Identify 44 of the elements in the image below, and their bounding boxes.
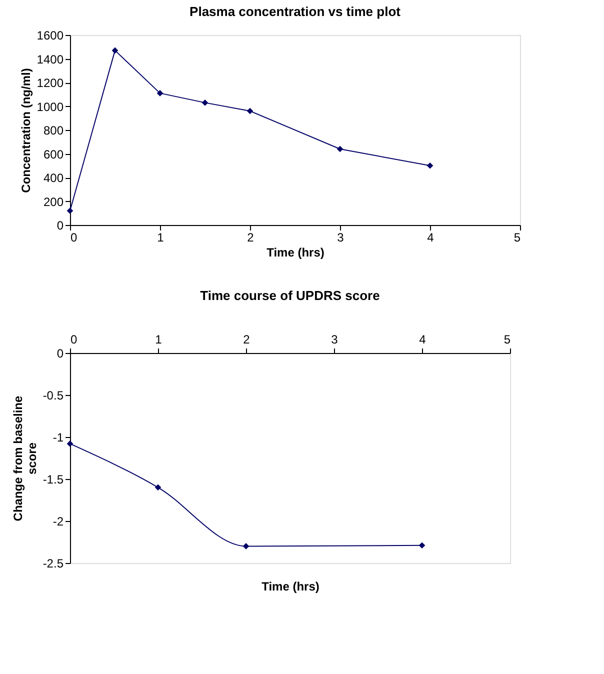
point — [154, 484, 162, 491]
x-axis-title: Time (hrs) — [266, 246, 324, 260]
x-tick-label: 3 — [337, 230, 344, 244]
y-tick-label: -2.5 — [42, 556, 64, 570]
y-tick-label: 400 — [43, 171, 64, 185]
x-axis-title: Time (hrs) — [262, 580, 320, 594]
point — [66, 208, 74, 214]
point — [242, 543, 250, 550]
y-axis-title: Concentration (ng/ml) — [18, 68, 33, 193]
point — [246, 108, 254, 114]
x-tick-label: 2 — [243, 332, 250, 346]
y-tick-label: 0 — [56, 346, 64, 360]
point — [336, 146, 344, 152]
point — [202, 100, 208, 106]
x-tick-label: 1 — [157, 230, 164, 244]
y-tick-label: 1400 — [36, 52, 64, 66]
point — [418, 542, 426, 549]
x-tick-label: 5 — [514, 230, 521, 244]
point — [426, 162, 434, 169]
y-axis-title: Change from baseline score — [10, 396, 39, 522]
x-tick-label: 5 — [504, 332, 511, 346]
y-tick-label: 200 — [43, 194, 64, 209]
x-tick-label: 2 — [247, 230, 254, 244]
point — [66, 440, 74, 447]
y-tick-label: 1000 — [36, 100, 64, 114]
y-tick-label: 1600 — [36, 28, 64, 42]
point — [156, 90, 164, 96]
y-tick-label: -1.5 — [42, 472, 64, 486]
x-tick-label: 0 — [70, 332, 78, 346]
y-tick-label: 600 — [43, 147, 64, 162]
y-tick-label: -2 — [52, 514, 64, 528]
x-tick-label: 0 — [70, 230, 78, 244]
y-tick-label: 0 — [56, 218, 64, 232]
x-tick-label: 4 — [419, 332, 426, 346]
y-tick-label: -1 — [52, 430, 64, 444]
y-tick-label: 800 — [43, 124, 64, 138]
chart-title: Time course of UPDRS score — [200, 288, 380, 303]
y-tick-label: 1200 — [36, 76, 64, 90]
x-tick-label: 1 — [155, 332, 162, 346]
x-tick-label: 3 — [331, 332, 338, 346]
x-tick-label: 4 — [427, 230, 434, 244]
y-tick-label: -0.5 — [42, 388, 64, 402]
chart-title: Plasma concentration vs time plot — [190, 4, 402, 19]
point — [112, 47, 118, 54]
